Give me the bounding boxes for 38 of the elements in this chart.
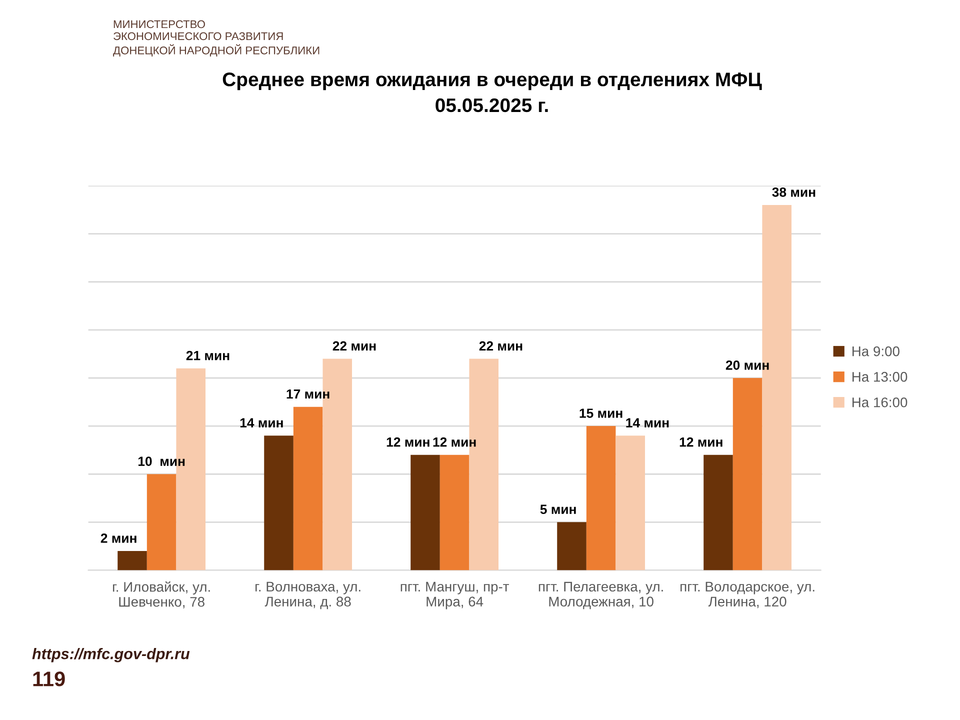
chart-title: Среднее время ожидания в очереди в отделениях МФЦ 05.05.2025 г.	[222, 72, 762, 112]
data-label: 22 мин	[332, 341, 376, 350]
bar	[146, 474, 176, 570]
data-label: 5 мин	[540, 504, 576, 514]
legend-label: На 9:00	[852, 346, 900, 356]
data-label: 2 мин	[100, 534, 136, 543]
legend-label: На 13:00	[852, 372, 908, 382]
bar	[264, 436, 294, 570]
bar	[557, 522, 586, 570]
data-label: 15 мин	[580, 408, 622, 418]
x-tick-label: пгт. Володарское, ул. Ленина, 120	[680, 582, 814, 608]
text: МИНИСТЕРСТВО ЭКОНОМИЧЕСКОГО РАЗВИТИЯ ДОНЕЦКОЙ НАРОДНОЙ РЕСПУБЛИКИ	[113, 20, 320, 56]
bar	[118, 551, 147, 570]
data-label: 14 мин	[626, 418, 669, 428]
bar	[732, 378, 762, 570]
data-label: 22 мин	[479, 341, 522, 350]
data-label: 10 мин	[138, 456, 185, 466]
bar	[293, 406, 323, 570]
x-tick-label: пгт. Мангуш, пр-т Мира, 64	[400, 582, 509, 610]
legend-label: На 16:00	[852, 397, 908, 408]
text: https://mfc.gov-dpr.ru	[32, 648, 190, 662]
bar	[410, 454, 440, 570]
data-label: 20 мин	[726, 360, 769, 370]
bar	[586, 426, 616, 570]
data-label: 17 мин	[286, 389, 330, 399]
data-label: 12 мин	[680, 437, 722, 447]
data-label: 12 мин	[433, 437, 476, 447]
x-tick-label: г. Иловайск, ул. Шевченко, 78	[112, 581, 210, 608]
x-tick-label: пгт. Пелагеевка, ул. Молодежная, 10	[538, 582, 663, 610]
bar	[616, 436, 646, 570]
data-label: 12 мин	[386, 437, 430, 447]
text: 119	[33, 672, 65, 686]
bar	[440, 454, 470, 570]
data-label: 14 мин	[240, 418, 283, 428]
data-label: 38 мин	[772, 187, 816, 197]
bar	[704, 454, 733, 570]
x-tick-label: г. Волноваха, ул. Ленина, д. 88	[256, 582, 360, 610]
data-label: 21 мин	[186, 350, 230, 360]
